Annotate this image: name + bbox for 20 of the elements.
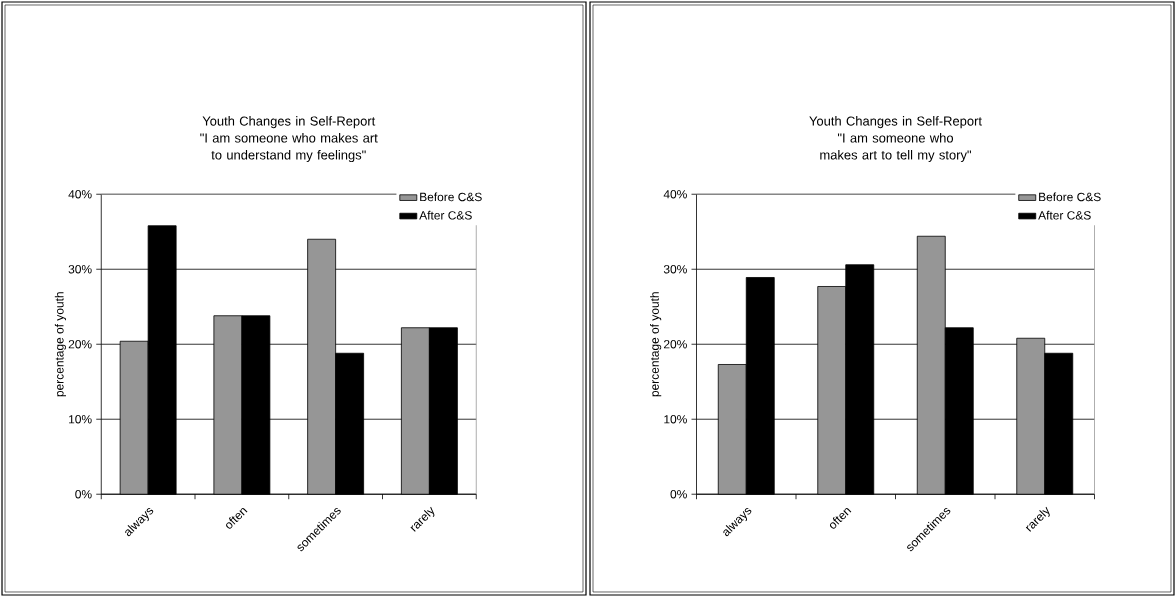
- y-tick-label: 0%: [75, 490, 92, 499]
- y-tick-label: 20%: [68, 340, 92, 349]
- y-tick-label: 20%: [663, 340, 687, 349]
- y-tick-label: 40%: [68, 190, 92, 199]
- legend-label: After C&S: [419, 210, 472, 220]
- y-tick-label: 0%: [670, 490, 687, 499]
- legend-label: Before C&S: [420, 192, 482, 202]
- chart-subtitle: "I am someone who makes art to understand my feelings": [200, 133, 378, 163]
- y-tick-label: 10%: [664, 415, 687, 424]
- legend-label: Before C&S: [1039, 192, 1101, 202]
- y-tick-label: 40%: [663, 190, 687, 199]
- chart-title: Youth Changes in Self-Report: [809, 116, 982, 129]
- y-axis-title: percentage of youth: [650, 292, 662, 397]
- y-tick-label: 30%: [663, 265, 687, 274]
- chart-subtitle: "I am someone who makes art to tell my story": [820, 133, 971, 163]
- y-tick-label: 30%: [68, 265, 92, 274]
- legend-label: After C&S: [1038, 210, 1091, 220]
- y-tick-label: 10%: [69, 415, 92, 424]
- y-axis-title: percentage of youth: [54, 292, 66, 397]
- chart-title: Youth Changes in Self-Report: [202, 116, 376, 129]
